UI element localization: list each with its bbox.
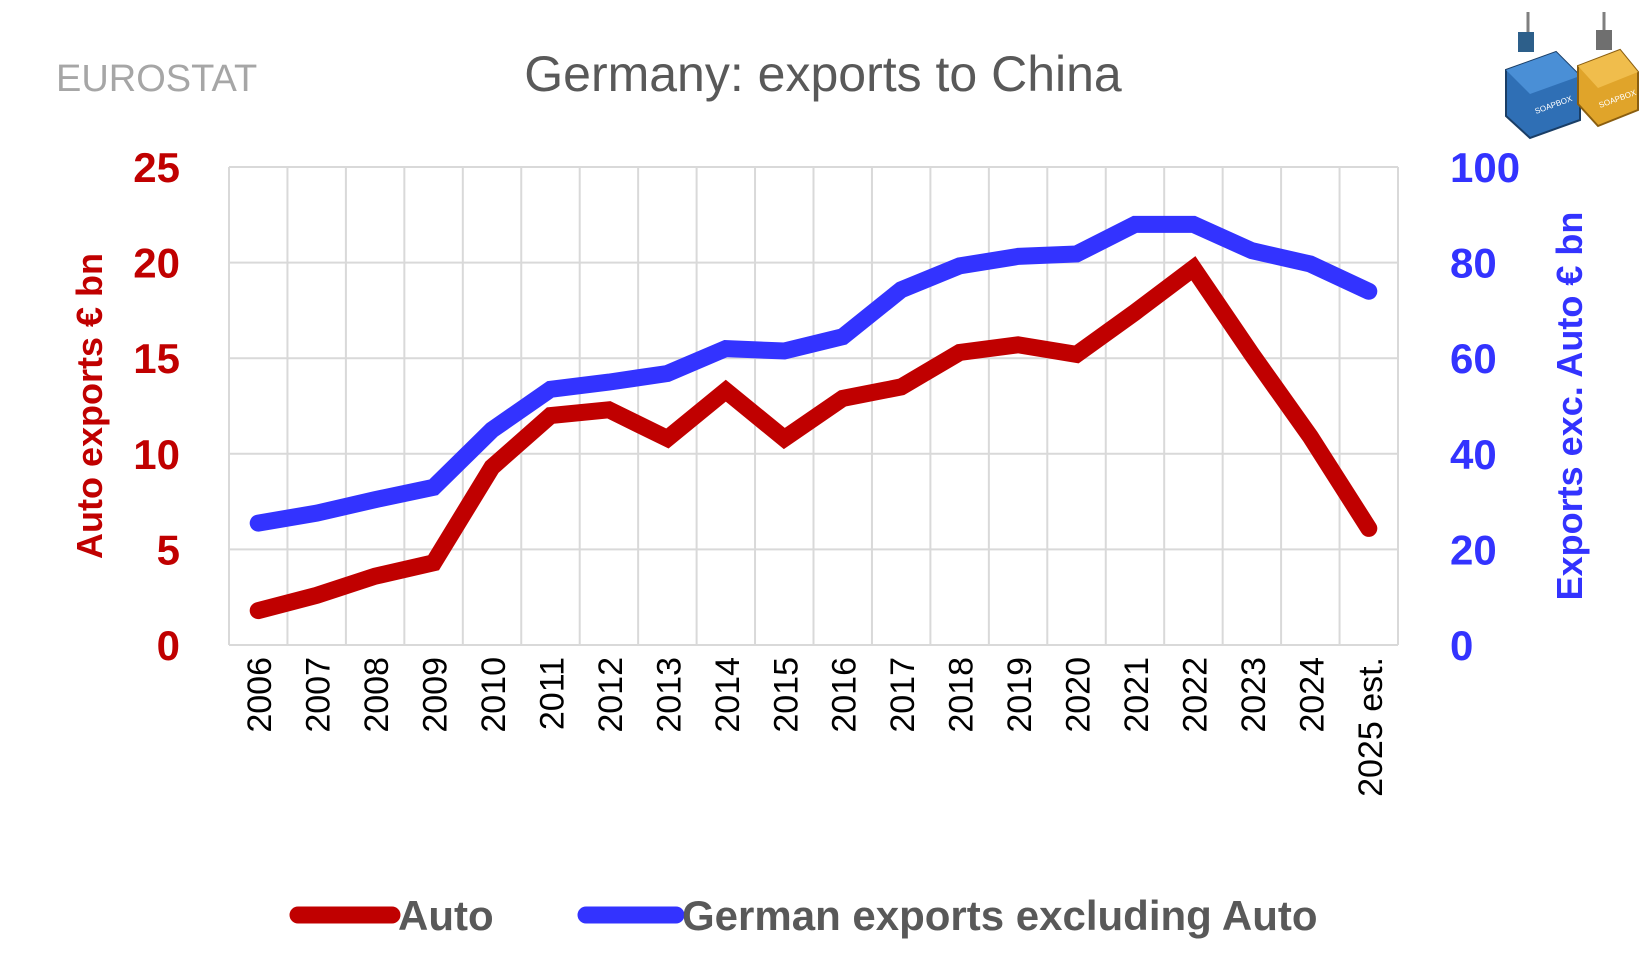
x-tick-label: 2020 [1060, 657, 1098, 733]
legend-label-exports-excl-auto: German exports excluding Auto [682, 892, 1318, 939]
x-tick-label: 2006 [241, 657, 279, 733]
x-tick-label: 2022 [1176, 657, 1214, 733]
y-left-tick-label: 20 [133, 240, 180, 287]
y-right-tick-label: 0 [1450, 622, 1473, 669]
x-tick-label: 2023 [1235, 657, 1273, 733]
x-tick-label: 2008 [358, 657, 396, 733]
y-right-tick-label: 80 [1450, 240, 1497, 287]
x-tick-label: 2021 [1118, 657, 1156, 733]
x-tick-label: 2014 [709, 657, 747, 733]
x-tick-label: 2010 [475, 657, 513, 733]
x-tick-label: 2015 [767, 657, 805, 733]
x-tick-label: 2017 [884, 657, 922, 733]
chart-title: Germany: exports to China [524, 46, 1122, 102]
y-left-axis-label: Auto exports € bn [69, 253, 110, 559]
y-left-tick-label: 15 [133, 335, 180, 382]
y-left-tick-label: 5 [157, 526, 180, 573]
series-line-exports-excl-auto [249, 215, 1378, 532]
x-tick-label: 2012 [592, 657, 630, 733]
x-tick-label: 2016 [826, 657, 864, 733]
x-tick-label: 2013 [650, 657, 688, 733]
source-label: EUROSTAT [56, 58, 258, 100]
x-tick-label: 2007 [300, 657, 338, 733]
x-tick-label: 2019 [1001, 657, 1039, 733]
x-tick-label: 2025 est. [1352, 657, 1390, 797]
soapbox-logo: SOAPBOX SOAPBOX [1505, 12, 1639, 140]
y-right-tick-label: 60 [1450, 335, 1497, 382]
series-line-auto [249, 256, 1378, 620]
y-right-axis-label: Exports exc. Auto € bn [1549, 212, 1590, 601]
y-right-tick-label: 100 [1450, 144, 1520, 191]
legend-label-auto: Auto [398, 892, 494, 939]
x-tick-label: 2024 [1293, 657, 1331, 733]
y-right-tick-label: 40 [1450, 431, 1497, 478]
x-tick-label: 2018 [943, 657, 981, 733]
x-tick-label: 2009 [417, 657, 455, 733]
y-left-tick-label: 0 [157, 622, 180, 669]
x-tick-label: 2011 [533, 657, 571, 730]
y-left-tick-label: 10 [133, 431, 180, 478]
y-left-tick-label: 25 [133, 144, 180, 191]
y-right-tick-label: 20 [1450, 526, 1497, 573]
